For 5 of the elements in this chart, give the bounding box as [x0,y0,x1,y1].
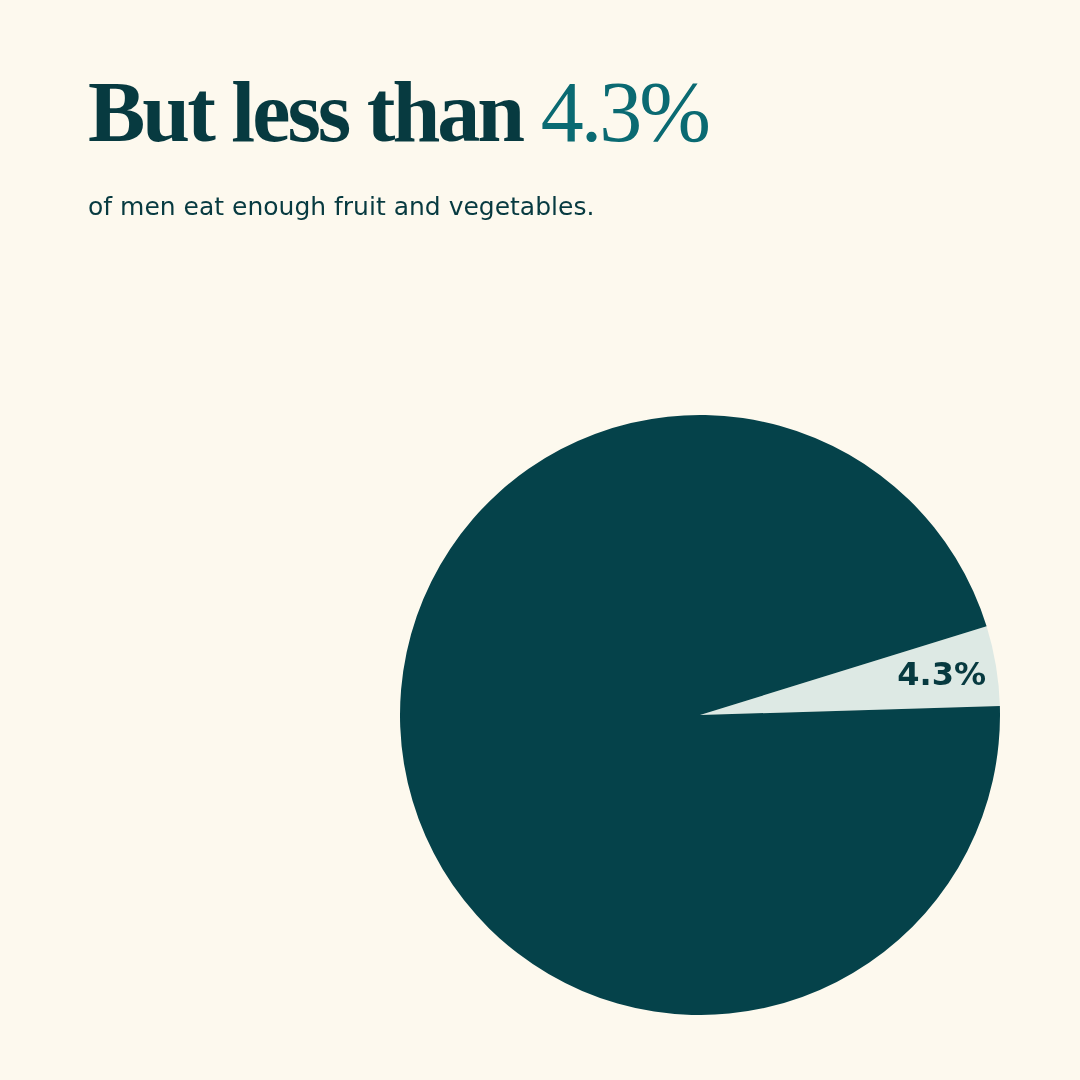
chart-title: But less than 4.3% [88,63,708,162]
pie-slice [700,626,1000,715]
chart-subtitle: of men eat enough fruit and vegetables. [88,192,595,221]
data-label: 4.3% [897,654,987,693]
pie-slice [400,415,1000,1015]
